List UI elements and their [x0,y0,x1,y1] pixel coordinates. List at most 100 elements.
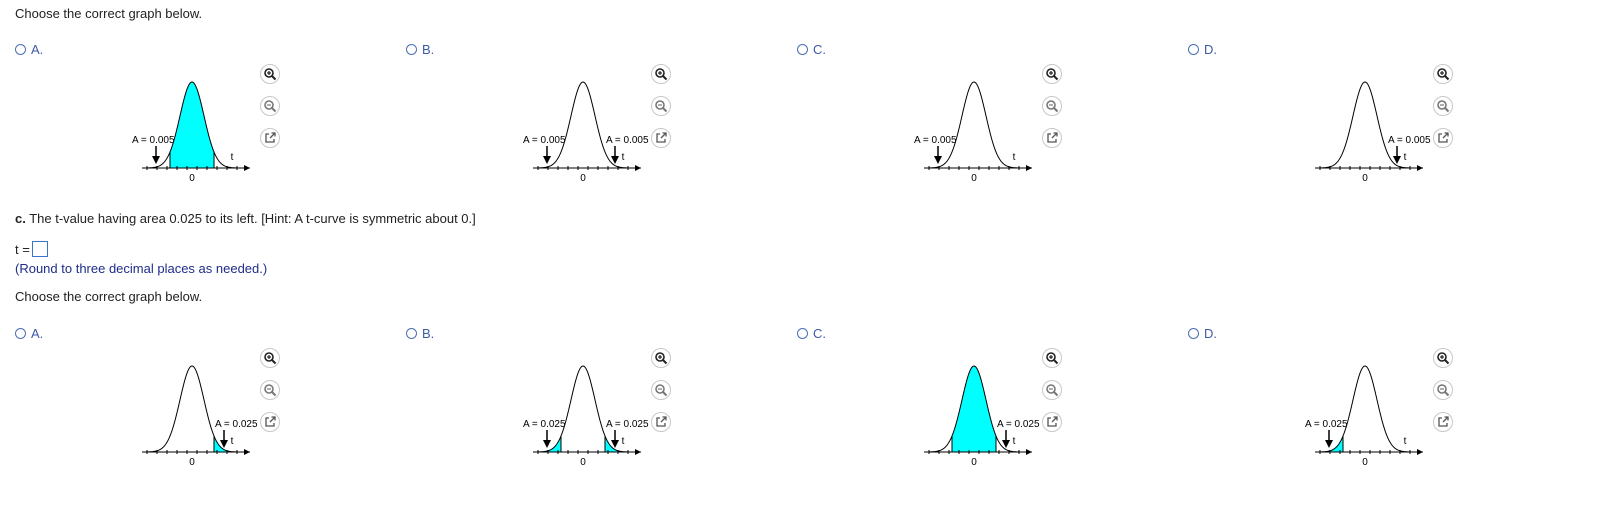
popout-button[interactable] [260,412,280,432]
zoom-out-button[interactable] [1042,380,1062,400]
radio-button[interactable] [15,328,26,339]
option-b[interactable]: B. [406,326,434,341]
option-d[interactable]: D. [1188,42,1217,57]
left-arrowhead [934,156,942,164]
graph-tools [651,348,671,432]
popout-button[interactable] [260,128,280,148]
rounding-hint: (Round to three decimal places as needed… [15,261,268,276]
zoom-out-button[interactable] [260,96,280,116]
popout-button[interactable] [1042,412,1062,432]
radio-button[interactable] [797,328,808,339]
t-curve [535,365,629,453]
graph-tools [1433,64,1453,148]
option-a[interactable]: A. [15,42,43,57]
zero-label: 0 [1362,457,1368,466]
zero-label: 0 [189,457,195,466]
zoom-in-button[interactable] [260,64,280,84]
axis-arrowhead [1026,165,1032,171]
zoom-in-icon [655,352,668,365]
t-curve [1317,81,1411,169]
zero-label: 0 [1362,173,1368,182]
graph-tools [1042,64,1062,148]
popout-icon [1438,416,1449,427]
zoom-in-icon [1046,352,1059,365]
option-letter: A. [31,42,44,57]
radio-button[interactable] [406,328,417,339]
option-c[interactable]: C. [797,326,826,341]
t-axis-label: t [231,436,234,447]
axis-arrowhead [1417,449,1423,455]
graph-container: 0 t A = 0.025 [132,354,262,469]
left-arrowhead [543,156,551,164]
shaded-right-tail [605,435,623,452]
right-arrowhead [1002,440,1010,448]
popout-button[interactable] [1042,128,1062,148]
zoom-in-icon [655,68,668,81]
zoom-out-button[interactable] [651,96,671,116]
zero-label: 0 [971,173,977,182]
zoom-in-button[interactable] [1433,64,1453,84]
zoom-out-button[interactable] [1042,96,1062,116]
t-axis-label: t [622,436,625,447]
radio-button[interactable] [406,44,417,55]
popout-icon [656,132,667,143]
t-axis-label: t [1013,152,1016,163]
answer-label: t = [15,241,30,257]
zoom-in-button[interactable] [651,64,671,84]
axis-arrowhead [244,165,250,171]
zoom-out-button[interactable] [1433,380,1453,400]
option-b[interactable]: B. [406,42,434,57]
left-arrowhead [543,440,551,448]
t-axis-label: t [1404,436,1407,447]
popout-button[interactable] [1433,128,1453,148]
radio-button[interactable] [1188,328,1199,339]
t-distribution-graph: 0 t A = 0.025 [924,365,1040,468]
zoom-out-button[interactable] [260,380,280,400]
option-c[interactable]: C. [797,42,826,57]
option-a[interactable]: A. [15,326,43,341]
graph-container: 0 t A = 0.005 [914,70,1044,185]
graph-tools [1042,348,1062,432]
option-d[interactable]: D. [1188,326,1217,341]
axis-arrowhead [1026,449,1032,455]
radio-button[interactable] [1188,44,1199,55]
t-axis-label: t [1404,152,1407,163]
t-axis-label: t [1013,436,1016,447]
zoom-in-button[interactable] [260,348,280,368]
popout-button[interactable] [651,412,671,432]
zoom-out-icon [655,384,668,397]
zoom-in-button[interactable] [1042,64,1062,84]
axis-arrowhead [635,449,641,455]
left-arrowhead [1325,440,1333,448]
t-distribution-graph: 0 t A = 0.005 [132,81,250,184]
popout-icon [1438,132,1449,143]
zoom-out-button[interactable] [651,380,671,400]
zoom-in-button[interactable] [651,348,671,368]
zoom-out-button[interactable] [1433,96,1453,116]
option-letter: B. [422,326,435,341]
zero-label: 0 [580,457,586,466]
left-area-label: A = 0.005 [523,135,566,146]
zoom-in-button[interactable] [1042,348,1062,368]
zero-label: 0 [580,173,586,182]
popout-icon [265,416,276,427]
t-answer-input[interactable] [31,241,48,257]
t-distribution-graph: 0 t A = 0.005 [1315,81,1431,184]
shaded-area [952,366,996,452]
shaded-left-tail [1325,435,1343,452]
popout-button[interactable] [1433,412,1453,432]
popout-button[interactable] [651,128,671,148]
zoom-in-button[interactable] [1433,348,1453,368]
t-distribution-graph: 0 t A = 0.005 A = 0.005 [523,81,649,184]
zoom-out-icon [655,100,668,113]
right-arrowhead [611,440,619,448]
t-curve [926,81,1020,169]
prompt-bottom: Choose the correct graph below. [15,289,203,304]
popout-icon [265,132,276,143]
graph-tools [651,64,671,148]
zoom-out-icon [264,100,277,113]
option-letter: C. [813,326,826,341]
radio-button[interactable] [15,44,26,55]
radio-button[interactable] [797,44,808,55]
popout-icon [656,416,667,427]
